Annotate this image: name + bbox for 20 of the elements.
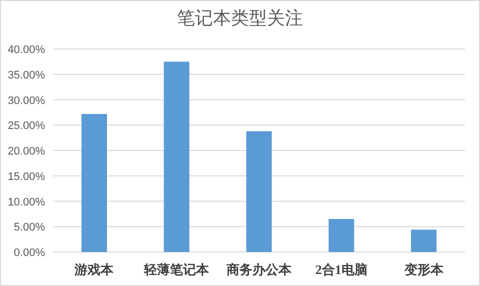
y-tick-label: 35.00%	[8, 69, 46, 82]
chart-title: 笔记本类型关注	[177, 8, 303, 28]
bar	[164, 62, 190, 252]
x-tick-label: 商务办公本	[226, 262, 292, 277]
bar	[246, 131, 272, 252]
y-tick-label: 10.00%	[8, 196, 46, 208]
y-tick-label: 25.00%	[8, 120, 46, 132]
y-tick-label: 30.00%	[8, 94, 46, 107]
x-tick-label: 2合1电脑	[315, 262, 368, 277]
y-tick-label: 0.00%	[14, 247, 46, 259]
x-tick-label: 游戏本	[74, 262, 115, 277]
bar	[411, 230, 437, 252]
y-tick-label: 40.00%	[8, 44, 46, 56]
y-tick-label: 5.00%	[14, 222, 46, 234]
x-tick-label: 轻薄笔记本	[143, 262, 210, 277]
y-tick-label: 15.00%	[8, 170, 46, 183]
x-tick-label: 变形本	[403, 262, 444, 277]
y-tick-label: 20.00%	[8, 146, 46, 158]
bar	[81, 114, 107, 252]
bar	[328, 219, 354, 252]
